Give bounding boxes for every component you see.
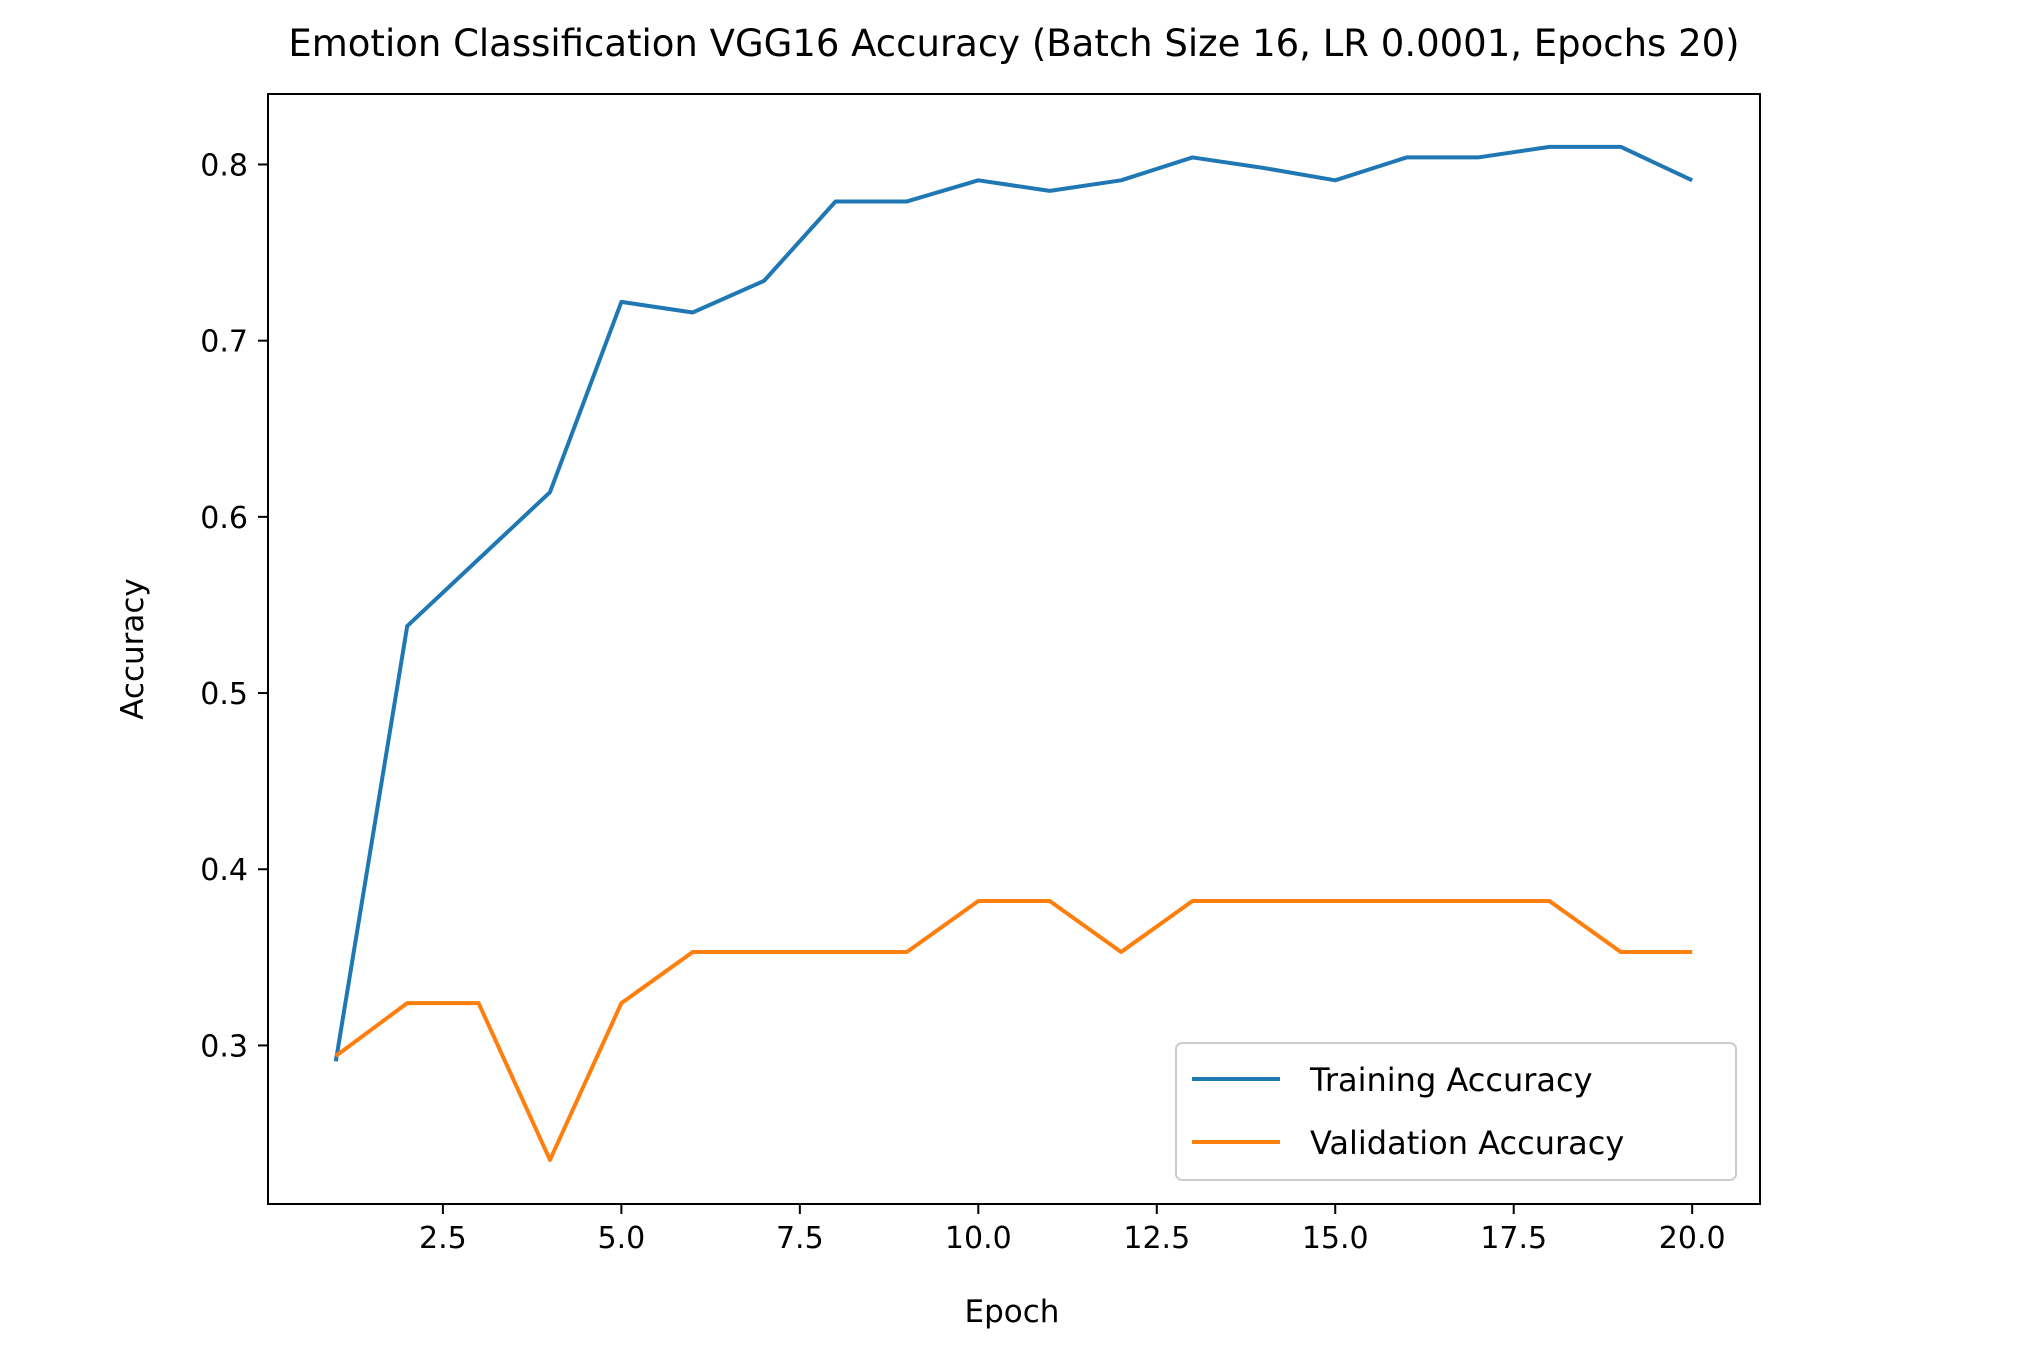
- y-axis-label: Accuracy: [115, 578, 151, 720]
- y-tick-label: 0.4: [200, 853, 248, 888]
- y-tick-label: 0.3: [200, 1029, 248, 1064]
- legend-box: [1175, 1042, 1737, 1181]
- chart-title: Emotion Classification VGG16 Accuracy (B…: [288, 22, 1739, 65]
- x-tick-label: 7.5: [776, 1221, 824, 1256]
- y-tick-label: 0.8: [200, 148, 248, 183]
- legend: Training Accuracy Validation Accuracy: [1175, 1042, 1737, 1181]
- x-tick-label: 20.0: [1659, 1221, 1726, 1256]
- x-tick-label: 10.0: [945, 1221, 1012, 1256]
- y-tick-label: 0.7: [200, 325, 248, 360]
- plot-area: 2.5 5.0 7.5 10.0 12.5 15.0 17.5 20.0 0.30.40.50…: [200, 93, 1761, 1256]
- plot-frame: [267, 93, 1761, 1205]
- x-tick-label: 5.0: [598, 1221, 646, 1256]
- series-layer: [333, 144, 1694, 1162]
- x-axis-ticks: 2.5 5.0 7.5 10.0 12.5 15.0 17.5 20.0: [419, 1204, 1726, 1256]
- legend-label-training: Training Accuracy: [1309, 1061, 1593, 1099]
- x-tick-label: 2.5: [419, 1221, 467, 1256]
- x-axis-label: Epoch: [965, 1294, 1060, 1330]
- x-tick-label: 15.0: [1302, 1221, 1369, 1256]
- y-axis-ticks: 0.3 0.4 0.5 0.6 0.7 0.8: [200, 148, 268, 1064]
- x-tick-label: 12.5: [1123, 1221, 1190, 1256]
- x-tick-label: 17.5: [1480, 1221, 1547, 1256]
- series-line-training: [333, 144, 1694, 1062]
- legend-label-validation: Validation Accuracy: [1310, 1124, 1624, 1162]
- y-tick-label: 0.6: [200, 501, 248, 536]
- y-tick-label: 0.5: [200, 677, 248, 712]
- series-line-validation: [334, 898, 1693, 1162]
